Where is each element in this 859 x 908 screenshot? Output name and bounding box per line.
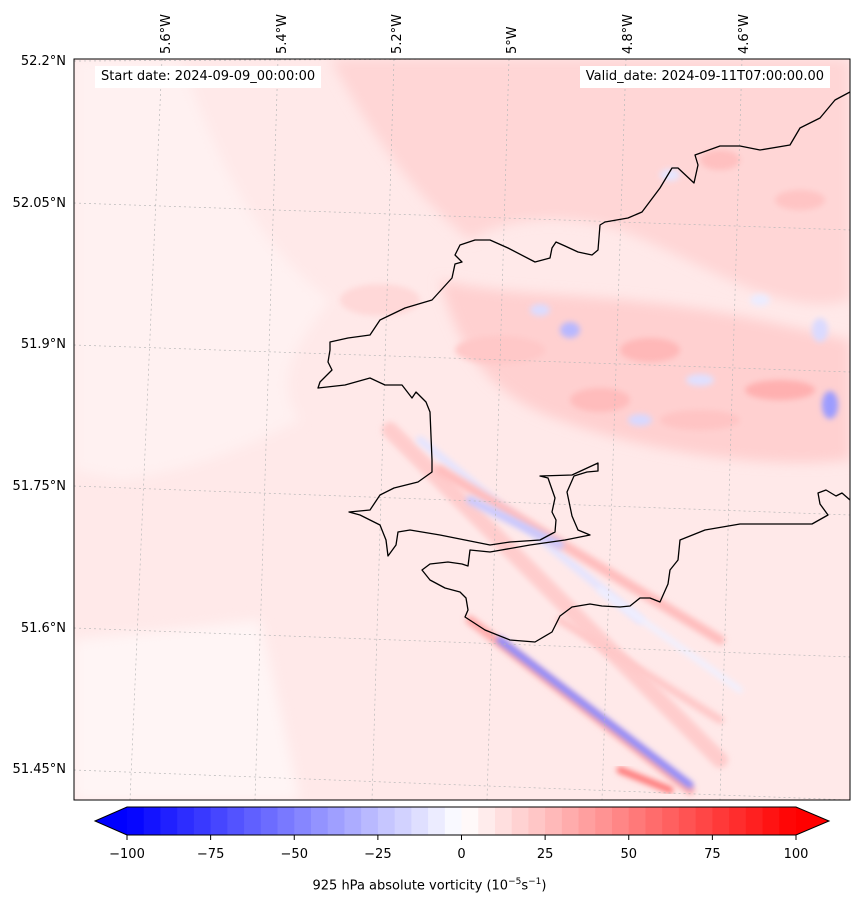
colorbar-cell [277,807,295,835]
colorbar-cell [193,807,212,835]
colorbar-label: 925 hPa absolute vorticity (10−5s−1) [0,877,859,893]
lon-label: 5°W [505,26,520,54]
colorbar-label-main: 925 hPa absolute vorticity (10 [312,878,509,894]
longitude-labels: 5.6°W 5.4°W 5.2°W 5°W 4.8°W 4.6°W [159,14,752,54]
colorbar-cell [545,807,563,835]
colorbar-label-exp2: −1 [528,877,542,887]
graticule [74,59,850,800]
colorbar-cell [729,807,747,835]
colorbar-cell [160,807,178,835]
colorbar-cell [628,807,647,835]
colorbar-cell [528,807,546,835]
colorbar-cell [143,807,162,835]
colorbar-tick-label: 100 [784,847,809,862]
vorticity-light-region-southwest [74,620,300,800]
lat-label: 52.2°N [21,54,66,69]
colorbar-cell [344,807,362,835]
colorbar-tick-label: 25 [537,847,554,862]
colorbar-cell [511,807,530,835]
lon-label: 4.6°W [737,14,752,54]
colorbar-cell [645,807,663,835]
colorbar-cell [428,807,446,835]
lon-label: 4.8°W [621,14,636,54]
colorbar-tick-label: 50 [620,847,637,862]
colorbar-cell [294,807,312,835]
colorbar-cell [779,807,797,835]
colorbar-cell [377,807,396,835]
vorticity-positive-region-north [330,59,850,304]
colorbar-cell [327,807,346,835]
colorbar-cell [411,807,429,835]
colorbar-cell [127,807,145,835]
latitude-labels: 52.2°N 52.05°N 51.9°N 51.75°N 51.6°N 51.… [13,54,66,777]
colorbar-tick-label: −50 [281,847,308,862]
colorbar-cell [260,807,279,835]
lon-label: 5.2°W [390,14,405,54]
colorbar-cell [210,807,228,835]
colorbar-cell [695,807,713,835]
lon-label: 5.4°W [275,14,290,54]
colorbar-label-end: ) [541,878,547,894]
colorbar-cell [244,807,262,835]
colorbar-cell [712,807,730,835]
coastline [317,91,850,643]
colorbar-cell [461,807,479,835]
map-panel [74,59,850,800]
vorticity-light-region [74,59,330,480]
colorbar-cell [561,807,580,835]
colorbar-cell [745,807,764,835]
colorbar-tick-label: −100 [109,847,145,862]
colorbar-cell [177,807,195,835]
colorbar-max-extend-triangle [796,807,829,835]
colorbar-ticks: −100 −75 −50 −25 0 25 50 75 100 [109,835,808,862]
colorbar-cell [612,807,630,835]
colorbar: −100 −75 −50 −25 0 25 50 75 100 [93,806,831,862]
start-date-label: Start date: 2024-09-09_00:00:00 [95,66,322,88]
lat-label: 51.6°N [21,621,66,636]
vorticity-small-features [340,150,838,430]
colorbar-cell [578,807,596,835]
colorbar-cell [361,807,379,835]
lat-label: 52.05°N [13,196,66,211]
lon-label: 5.6°W [159,14,174,54]
colorbar-cell [662,807,680,835]
colorbar-tick-label: −25 [364,847,391,862]
colorbar-tick-label: 0 [457,847,465,862]
map-frame [73,58,851,801]
colorbar-cell [762,807,780,835]
colorbar-min-extend-triangle [95,807,127,835]
colorbar-cell [494,807,513,835]
colorbar-cell [444,807,463,835]
vorticity-positive-region-east [440,280,850,463]
vorticity-streaks [382,422,743,795]
colorbar-cells [127,807,797,835]
colorbar-label-exp1: −5 [508,877,522,887]
lat-label: 51.45°N [13,762,66,777]
colorbar-cell [227,807,245,835]
lat-label: 51.75°N [13,479,66,494]
colorbar-cell [310,807,329,835]
colorbar-cell [595,807,613,835]
lat-label: 51.9°N [21,337,66,352]
colorbar-tick-label: 75 [704,847,721,862]
colorbar-tick-label: −75 [197,847,224,862]
colorbar-cell [394,807,412,835]
colorbar-label-mid: s [521,878,529,894]
valid-date-label: Valid_date: 2024-09-11T07:00:00.00 [579,66,830,88]
colorbar-cell [478,807,496,835]
colorbar-cell [678,807,697,835]
